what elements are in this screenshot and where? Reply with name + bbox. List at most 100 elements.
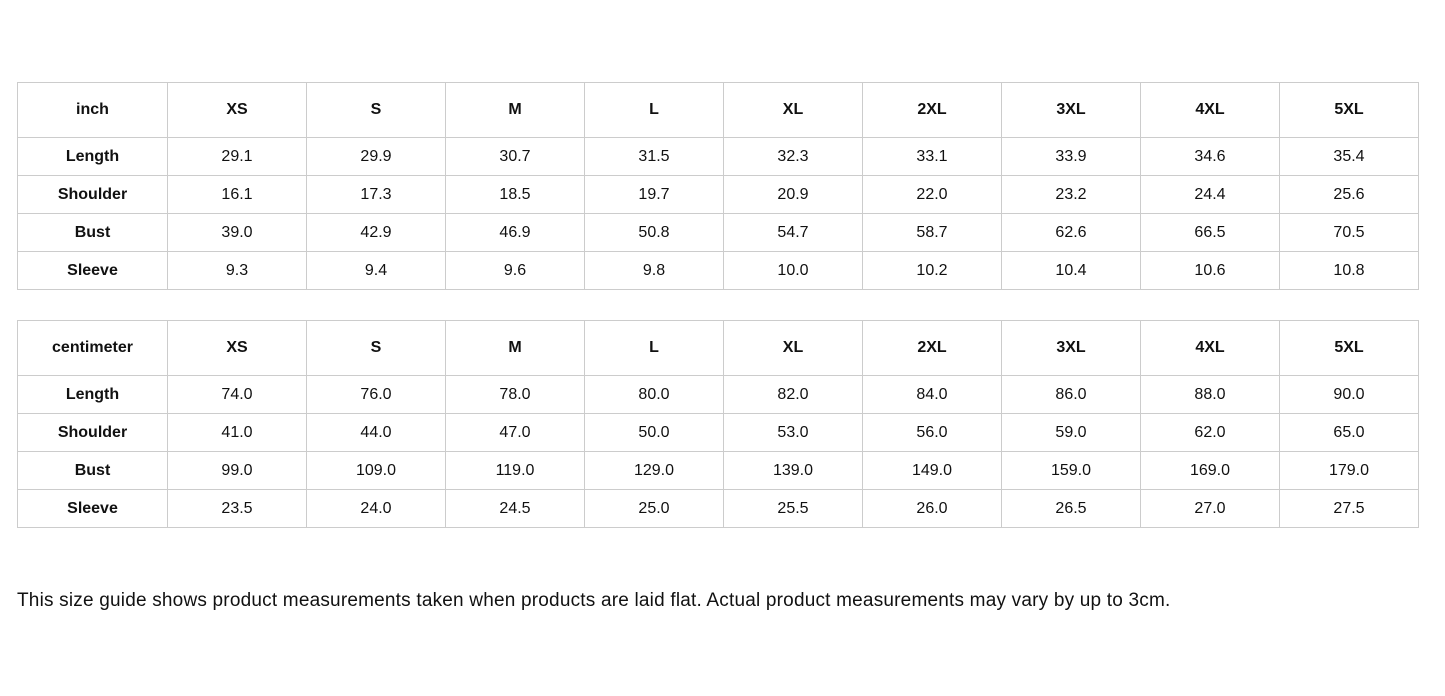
measurement-row: Shoulder 41.0 44.0 47.0 50.0 53.0 56.0 59.0 62.0…: [17, 413, 1419, 452]
measurement-value-cell: 33.1: [862, 137, 1002, 176]
measurement-value-cell: 169.0: [1140, 451, 1280, 490]
measurement-value-cell: 9.4: [306, 251, 446, 290]
measurement-row: Sleeve 9.3 9.4 9.6 9.8 10.0 10.2 10.4 10.6 10.8: [17, 251, 1419, 290]
size-header-cell: S: [306, 82, 446, 138]
size-table-inch: inch XS S M L XL 2XL 3XL 4XL 5XL Length 29.1 29.9 30.…: [17, 82, 1419, 290]
measurement-value-cell: 35.4: [1279, 137, 1419, 176]
measurement-value-cell: 24.5: [445, 489, 585, 528]
measurement-value-cell: 119.0: [445, 451, 585, 490]
measurement-value-cell: 62.6: [1001, 213, 1141, 252]
measurement-value-cell: 31.5: [584, 137, 724, 176]
size-table-header-row: inch XS S M L XL 2XL 3XL 4XL 5XL: [17, 82, 1419, 138]
measurement-value-cell: 10.4: [1001, 251, 1141, 290]
measurement-row: Bust 39.0 42.9 46.9 50.8 54.7 58.7 62.6 66.5 70.5: [17, 213, 1419, 252]
measurement-value-cell: 56.0: [862, 413, 1002, 452]
measurement-value-cell: 34.6: [1140, 137, 1280, 176]
measurement-value-cell: 23.5: [167, 489, 307, 528]
measurement-value-cell: 41.0: [167, 413, 307, 452]
measurement-value-cell: 53.0: [723, 413, 863, 452]
measurement-value-cell: 29.1: [167, 137, 307, 176]
measurement-value-cell: 9.3: [167, 251, 307, 290]
measurement-value-cell: 58.7: [862, 213, 1002, 252]
measurement-row: Shoulder 16.1 17.3 18.5 19.7 20.9 22.0 23.2 24.4…: [17, 175, 1419, 214]
measurement-value-cell: 20.9: [723, 175, 863, 214]
size-header-cell: L: [584, 82, 724, 138]
measurement-value-cell: 25.6: [1279, 175, 1419, 214]
size-header-cell: 2XL: [862, 320, 1002, 376]
measurement-value-cell: 88.0: [1140, 375, 1280, 414]
measurement-value-cell: 33.9: [1001, 137, 1141, 176]
measurement-value-cell: 62.0: [1140, 413, 1280, 452]
measurement-label-cell: Shoulder: [17, 175, 168, 214]
measurement-row: Length 29.1 29.9 30.7 31.5 32.3 33.1 33.9 34.6 35…: [17, 137, 1419, 176]
size-header-cell: 5XL: [1279, 320, 1419, 376]
measurement-value-cell: 26.5: [1001, 489, 1141, 528]
measurement-value-cell: 47.0: [445, 413, 585, 452]
unit-header-cell: centimeter: [17, 320, 168, 376]
measurement-value-cell: 59.0: [1001, 413, 1141, 452]
measurement-value-cell: 39.0: [167, 213, 307, 252]
measurement-value-cell: 10.0: [723, 251, 863, 290]
measurement-value-cell: 46.9: [445, 213, 585, 252]
measurement-label-cell: Bust: [17, 451, 168, 490]
measurement-value-cell: 54.7: [723, 213, 863, 252]
measurement-value-cell: 139.0: [723, 451, 863, 490]
measurement-value-cell: 109.0: [306, 451, 446, 490]
measurement-value-cell: 24.0: [306, 489, 446, 528]
measurement-value-cell: 44.0: [306, 413, 446, 452]
measurement-value-cell: 80.0: [584, 375, 724, 414]
size-guide-page: inch XS S M L XL 2XL 3XL 4XL 5XL Length 29.1 29.9 30.…: [17, 82, 1419, 611]
measurement-value-cell: 50.0: [584, 413, 724, 452]
measurement-value-cell: 26.0: [862, 489, 1002, 528]
size-header-cell: XL: [723, 82, 863, 138]
size-header-cell: XS: [167, 320, 307, 376]
size-header-cell: M: [445, 320, 585, 376]
measurement-value-cell: 24.4: [1140, 175, 1280, 214]
size-header-cell: 3XL: [1001, 320, 1141, 376]
measurement-value-cell: 99.0: [167, 451, 307, 490]
measurement-value-cell: 149.0: [862, 451, 1002, 490]
size-header-cell: 3XL: [1001, 82, 1141, 138]
size-header-cell: 4XL: [1140, 82, 1280, 138]
size-header-cell: XS: [167, 82, 307, 138]
measurement-label-cell: Length: [17, 137, 168, 176]
measurement-label-cell: Length: [17, 375, 168, 414]
measurement-value-cell: 22.0: [862, 175, 1002, 214]
measurement-value-cell: 9.8: [584, 251, 724, 290]
measurement-value-cell: 76.0: [306, 375, 446, 414]
size-header-cell: 4XL: [1140, 320, 1280, 376]
measurement-value-cell: 86.0: [1001, 375, 1141, 414]
measurement-value-cell: 23.2: [1001, 175, 1141, 214]
measurement-value-cell: 18.5: [445, 175, 585, 214]
measurement-value-cell: 25.5: [723, 489, 863, 528]
measurement-value-cell: 70.5: [1279, 213, 1419, 252]
measurement-value-cell: 66.5: [1140, 213, 1280, 252]
measurement-label-cell: Sleeve: [17, 489, 168, 528]
size-table-centimeter: centimeter XS S M L XL 2XL 3XL 4XL 5XL Length 74.0 7…: [17, 320, 1419, 528]
measurement-value-cell: 65.0: [1279, 413, 1419, 452]
measurement-value-cell: 27.0: [1140, 489, 1280, 528]
measurement-value-cell: 30.7: [445, 137, 585, 176]
measurement-value-cell: 78.0: [445, 375, 585, 414]
measurement-label-cell: Sleeve: [17, 251, 168, 290]
measurement-value-cell: 84.0: [862, 375, 1002, 414]
measurement-value-cell: 50.8: [584, 213, 724, 252]
measurement-value-cell: 74.0: [167, 375, 307, 414]
measurement-value-cell: 10.2: [862, 251, 1002, 290]
measurement-row: Length 74.0 76.0 78.0 80.0 82.0 84.0 86.0 88.0 90…: [17, 375, 1419, 414]
measurement-value-cell: 9.6: [445, 251, 585, 290]
measurement-value-cell: 159.0: [1001, 451, 1141, 490]
measurement-value-cell: 129.0: [584, 451, 724, 490]
measurement-value-cell: 179.0: [1279, 451, 1419, 490]
size-guide-disclaimer: This size guide shows product measuremen…: [17, 590, 1171, 611]
size-header-cell: L: [584, 320, 724, 376]
measurement-value-cell: 32.3: [723, 137, 863, 176]
measurement-value-cell: 42.9: [306, 213, 446, 252]
measurement-value-cell: 10.6: [1140, 251, 1280, 290]
measurement-value-cell: 29.9: [306, 137, 446, 176]
size-header-cell: 5XL: [1279, 82, 1419, 138]
measurement-value-cell: 17.3: [306, 175, 446, 214]
measurement-value-cell: 16.1: [167, 175, 307, 214]
size-header-cell: 2XL: [862, 82, 1002, 138]
size-header-cell: XL: [723, 320, 863, 376]
